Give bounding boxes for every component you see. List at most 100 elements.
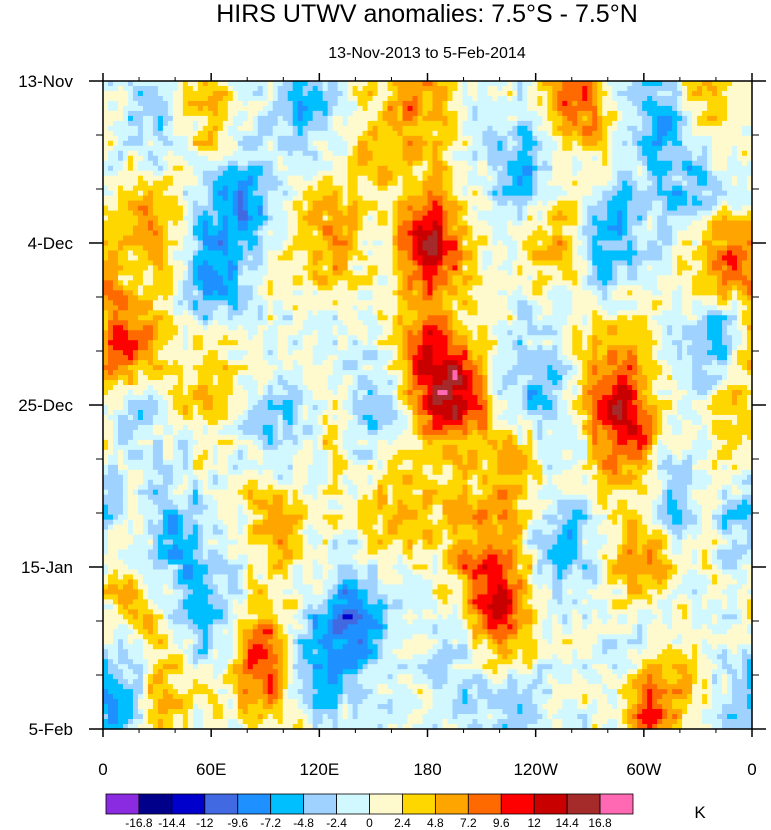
anomaly-cell <box>187 230 194 237</box>
anomaly-cell <box>747 240 753 247</box>
anomaly-cell <box>332 205 339 212</box>
anomaly-cell <box>302 130 309 137</box>
anomaly-cell <box>592 210 598 217</box>
anomaly-cell <box>302 105 309 112</box>
anomaly-cell <box>522 115 528 122</box>
anomaly-cell <box>667 205 673 212</box>
anomaly-cell <box>672 135 678 142</box>
anomaly-cell <box>557 85 563 92</box>
anomaly-cell <box>402 81 409 87</box>
anomaly-cell <box>242 145 249 152</box>
anomaly-cell <box>497 110 503 117</box>
anomaly-cell <box>477 195 484 202</box>
anomaly-cell <box>302 165 309 172</box>
anomaly-cell <box>412 205 419 212</box>
anomaly-cell <box>592 110 598 117</box>
anomaly-cell <box>497 195 503 202</box>
anomaly-cell <box>287 105 294 112</box>
anomaly-cell <box>312 270 319 276</box>
anomaly-cell <box>442 140 449 147</box>
anomaly-cell <box>197 165 204 172</box>
anomaly-cell <box>227 220 234 227</box>
anomaly-cell <box>522 190 528 197</box>
anomaly-cell <box>172 140 179 147</box>
anomaly-cell <box>587 250 593 257</box>
anomaly-cell <box>482 180 489 187</box>
anomaly-cell <box>742 250 748 257</box>
anomaly-cell <box>367 210 374 217</box>
anomaly-cell <box>532 81 538 87</box>
anomaly-cell <box>252 175 259 182</box>
anomaly-cell <box>392 160 399 167</box>
anomaly-cell <box>357 170 364 177</box>
anomaly-cell <box>222 90 229 97</box>
anomaly-cell <box>602 90 608 97</box>
anomaly-cell <box>352 130 359 137</box>
anomaly-cell <box>107 100 114 107</box>
anomaly-cell <box>627 195 633 202</box>
anomaly-cell <box>242 210 249 217</box>
anomaly-cell <box>162 265 169 272</box>
anomaly-cell <box>422 165 429 172</box>
anomaly-cell <box>687 105 693 112</box>
anomaly-cell <box>407 140 414 147</box>
anomaly-cell <box>287 130 294 137</box>
anomaly-cell <box>587 95 593 102</box>
anomaly-cell <box>712 115 718 122</box>
anomaly-cell <box>702 255 708 262</box>
anomaly-cell <box>657 180 663 187</box>
anomaly-cell <box>577 205 583 212</box>
anomaly-cell <box>422 185 429 192</box>
anomaly-cell <box>607 100 613 107</box>
anomaly-cell <box>477 215 484 222</box>
anomaly-cell <box>417 240 424 247</box>
anomaly-cell <box>597 265 603 272</box>
anomaly-cell <box>472 100 479 107</box>
anomaly-cell <box>647 135 653 142</box>
anomaly-cell <box>482 105 489 112</box>
anomaly-cell <box>282 125 289 132</box>
anomaly-cell <box>172 235 179 242</box>
anomaly-cell <box>262 155 269 162</box>
anomaly-cell <box>287 240 294 247</box>
anomaly-cell <box>217 270 224 276</box>
anomaly-cell <box>477 115 484 122</box>
anomaly-cell <box>212 145 219 152</box>
anomaly-cell <box>442 185 449 192</box>
anomaly-cell <box>467 230 474 237</box>
anomaly-cell <box>617 125 623 132</box>
anomaly-cell <box>512 130 518 137</box>
anomaly-cell <box>247 155 254 162</box>
anomaly-cell <box>522 105 528 112</box>
anomaly-cell <box>702 120 708 127</box>
anomaly-cell <box>647 225 653 232</box>
anomaly-cell <box>652 170 658 177</box>
anomaly-cell <box>572 250 578 257</box>
anomaly-cell <box>697 90 703 97</box>
anomaly-cell <box>452 230 459 237</box>
anomaly-cell <box>307 205 314 212</box>
anomaly-cell <box>552 190 558 197</box>
anomaly-cell <box>157 125 164 132</box>
anomaly-cell <box>397 130 404 137</box>
anomaly-cell <box>162 200 169 207</box>
anomaly-cell <box>652 95 658 102</box>
anomaly-cell <box>282 155 289 162</box>
anomaly-cell <box>212 245 219 252</box>
anomaly-cell <box>407 260 414 267</box>
anomaly-cell <box>242 170 249 177</box>
anomaly-cell <box>172 205 179 212</box>
anomaly-cell <box>107 180 114 187</box>
anomaly-cell <box>137 200 144 207</box>
anomaly-cell <box>127 190 134 197</box>
anomaly-cell <box>327 230 334 237</box>
anomaly-cell <box>702 135 708 142</box>
anomaly-cell <box>537 100 543 107</box>
anomaly-cell <box>577 265 583 272</box>
anomaly-cell <box>542 110 548 117</box>
anomaly-cell <box>432 185 439 192</box>
anomaly-cell <box>462 235 469 242</box>
anomaly-cell <box>112 175 119 182</box>
anomaly-cell <box>602 230 608 237</box>
anomaly-cell <box>312 165 319 172</box>
